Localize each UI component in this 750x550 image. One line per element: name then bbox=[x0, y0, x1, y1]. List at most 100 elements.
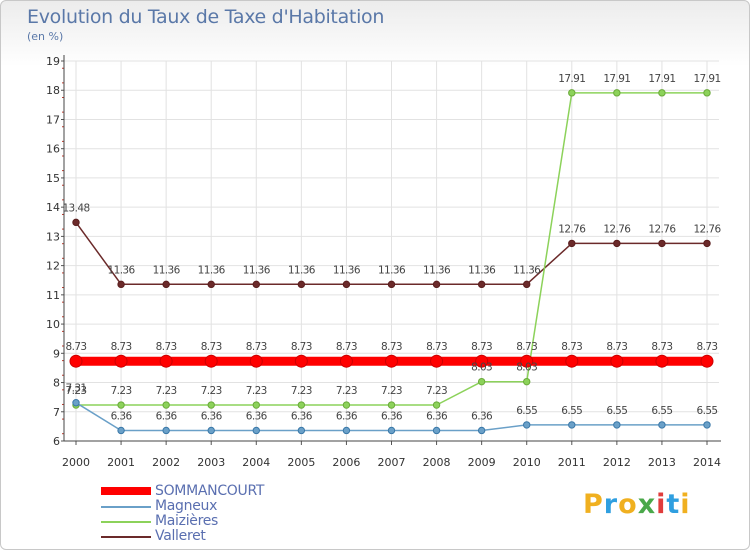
data-label: 8.73 bbox=[156, 341, 177, 353]
data-point bbox=[387, 401, 396, 409]
data-point bbox=[342, 401, 351, 409]
logo-letter: i bbox=[680, 489, 691, 520]
data-point bbox=[610, 354, 624, 368]
logo-letter: t bbox=[666, 489, 681, 520]
legend-label-valleret: Valleret bbox=[155, 528, 206, 544]
data-label: 6.36 bbox=[336, 410, 358, 422]
data-label: 8.73 bbox=[291, 341, 312, 353]
data-point bbox=[430, 354, 444, 368]
x-tick-label: 2009 bbox=[468, 456, 496, 469]
data-label: 12.76 bbox=[603, 223, 631, 235]
data-label: 11.36 bbox=[423, 264, 451, 276]
data-point bbox=[477, 280, 486, 289]
logo-letter: r bbox=[603, 489, 619, 520]
x-tick-label: 2012 bbox=[603, 456, 631, 469]
data-label: 17.91 bbox=[603, 73, 630, 85]
data-point bbox=[297, 401, 306, 409]
data-label: 6.55 bbox=[651, 405, 672, 417]
data-point bbox=[703, 421, 711, 429]
x-tick-label: 2007 bbox=[378, 456, 406, 469]
y-tick-label: 16 bbox=[46, 143, 60, 156]
data-point bbox=[342, 280, 351, 289]
x-tick-label: 2000 bbox=[62, 456, 90, 469]
data-label: 11.36 bbox=[333, 264, 361, 276]
data-label: 8.73 bbox=[561, 341, 582, 353]
data-point bbox=[249, 354, 263, 368]
logo-letter: x bbox=[637, 489, 657, 520]
data-label: 11.36 bbox=[513, 264, 541, 276]
data-point bbox=[387, 426, 396, 435]
data-point bbox=[252, 280, 260, 289]
data-label: 7.23 bbox=[66, 385, 87, 397]
data-point bbox=[568, 89, 576, 97]
data-label: 12.76 bbox=[558, 223, 586, 235]
data-point bbox=[117, 401, 125, 409]
data-label: 8.03 bbox=[471, 362, 492, 374]
x-tick-label: 2004 bbox=[242, 456, 270, 469]
data-point bbox=[207, 426, 215, 435]
data-label: 6.36 bbox=[111, 410, 133, 422]
x-tick-label: 2013 bbox=[648, 456, 676, 469]
x-tick-label: 2010 bbox=[513, 456, 541, 469]
data-point bbox=[162, 401, 170, 409]
data-point bbox=[655, 354, 669, 368]
data-label: 8.73 bbox=[651, 341, 672, 353]
data-point bbox=[114, 354, 128, 368]
data-point bbox=[520, 354, 534, 368]
data-label: 6.36 bbox=[426, 410, 448, 422]
y-tick-label: 19 bbox=[46, 55, 60, 68]
data-label: 6.55 bbox=[516, 405, 537, 417]
legend-label-magneux: Magneux bbox=[155, 498, 218, 514]
data-label: 11.36 bbox=[153, 264, 181, 276]
x-tick-label: 2011 bbox=[558, 456, 586, 469]
data-point bbox=[69, 354, 83, 368]
data-label: 6.55 bbox=[561, 405, 582, 417]
data-point bbox=[294, 354, 308, 368]
data-label: 6.55 bbox=[697, 405, 718, 417]
data-point bbox=[613, 421, 621, 429]
data-label: 6.36 bbox=[381, 410, 403, 422]
data-label: 11.36 bbox=[108, 264, 136, 276]
y-tick-label: 7 bbox=[53, 406, 60, 419]
legend-label-maizieres: Maizières bbox=[155, 513, 219, 529]
logo-letter: P bbox=[583, 489, 604, 520]
legend-swatch-sommancourt bbox=[101, 487, 151, 495]
axis-layer: 6 7 8 9 10 11 12 13 14 15 16 17 18 19 2000 2001 2002 2003… bbox=[46, 55, 721, 469]
y-tick-label: 14 bbox=[46, 201, 60, 214]
data-label: 8.73 bbox=[381, 341, 402, 353]
data-point bbox=[658, 421, 666, 429]
data-label: 17.91 bbox=[648, 73, 675, 85]
data-label: 12.76 bbox=[648, 223, 676, 235]
x-tick-label: 2008 bbox=[423, 456, 451, 469]
data-point bbox=[658, 89, 666, 97]
data-point bbox=[703, 239, 711, 248]
legend-label-sommancourt: SOMMANCOURT bbox=[155, 483, 265, 499]
y-tick-label: 18 bbox=[46, 84, 60, 97]
x-tick-label: 2003 bbox=[197, 456, 225, 469]
legend-swatch-valleret bbox=[101, 536, 151, 538]
y-tick-label: 12 bbox=[46, 260, 60, 273]
data-point bbox=[703, 89, 711, 97]
data-label: 8.73 bbox=[471, 341, 492, 353]
data-label: 7.23 bbox=[111, 385, 132, 397]
data-label: 13.48 bbox=[62, 202, 89, 214]
data-point bbox=[568, 421, 576, 429]
label-layer: 13.48 11.36 11.36 11.36 11.36 11.36 11.36 11.36… bbox=[62, 73, 722, 423]
data-label: 8.73 bbox=[697, 341, 718, 353]
data-label: 7.23 bbox=[381, 385, 402, 397]
y-tick-label: 11 bbox=[46, 289, 60, 302]
data-point bbox=[117, 280, 125, 289]
data-label: 11.36 bbox=[378, 264, 406, 276]
y-tick-label: 6 bbox=[53, 435, 60, 448]
data-label: 11.36 bbox=[288, 264, 316, 276]
data-point bbox=[387, 280, 396, 289]
data-label: 11.36 bbox=[198, 264, 226, 276]
data-label: 17.91 bbox=[558, 73, 585, 85]
data-label: 6.36 bbox=[156, 410, 178, 422]
data-point bbox=[523, 421, 531, 429]
y-tick-label: 17 bbox=[46, 113, 60, 126]
data-point bbox=[568, 239, 576, 248]
data-point bbox=[477, 377, 486, 386]
data-label: 8.73 bbox=[66, 341, 87, 353]
